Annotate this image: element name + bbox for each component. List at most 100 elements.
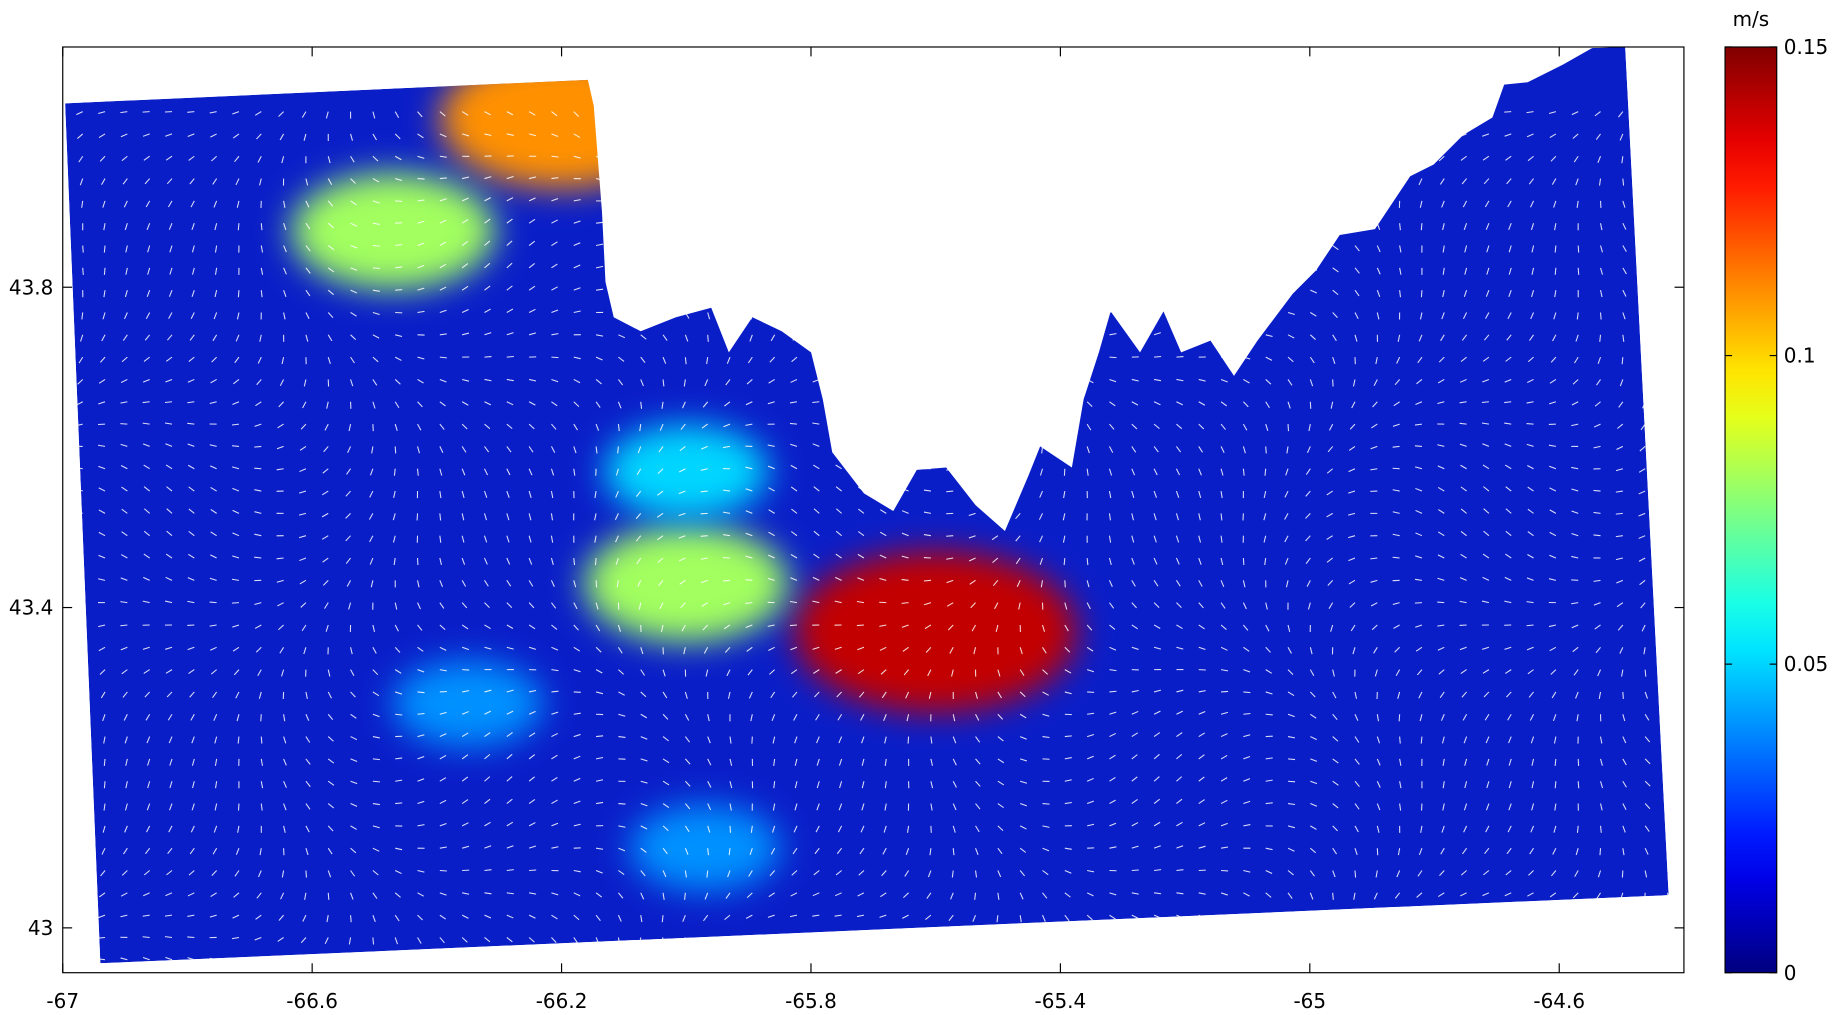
current-arrow <box>1372 937 1378 941</box>
current-arrow <box>618 960 619 967</box>
current-arrow <box>1221 937 1226 942</box>
current-arrow <box>1287 960 1288 967</box>
current-arrow <box>373 268 380 269</box>
current-arrow <box>1394 915 1400 919</box>
current-arrow <box>395 290 402 291</box>
current-arrow <box>1665 937 1667 944</box>
current-arrow <box>1482 937 1489 938</box>
current-arrow <box>908 737 909 744</box>
current-arrow <box>1309 937 1310 944</box>
current-arrow <box>1527 424 1534 425</box>
current-arrow <box>1644 379 1645 386</box>
y-tick-label: 43.8 <box>9 275 53 299</box>
current-arrow <box>1266 960 1267 967</box>
current-arrow <box>1109 357 1116 358</box>
current-arrow <box>1645 179 1648 186</box>
current-arrow <box>995 937 998 944</box>
current-arrow <box>1662 491 1667 496</box>
current-arrow <box>701 491 708 492</box>
speed-hotspot <box>291 173 495 290</box>
current-arrow <box>1373 915 1378 920</box>
current-arrow <box>1109 960 1112 966</box>
current-arrow <box>395 714 402 715</box>
current-arrow <box>328 893 329 900</box>
current-arrow <box>1265 469 1266 476</box>
current-arrow <box>1199 937 1204 942</box>
current-arrow <box>1622 357 1623 364</box>
current-arrow <box>1667 871 1670 877</box>
current-arrow <box>701 960 707 963</box>
current-arrow <box>724 937 730 940</box>
current-arrow <box>77 915 83 919</box>
current-arrow <box>254 960 261 961</box>
x-tick-label: -65.8 <box>785 989 837 1013</box>
current-arrow <box>1355 871 1356 878</box>
current-arrow <box>946 536 953 537</box>
current-arrow <box>1667 246 1673 249</box>
current-arrow <box>440 513 441 520</box>
current-arrow <box>790 423 797 424</box>
current-arrow <box>768 959 775 960</box>
current-arrow <box>1664 446 1668 452</box>
current-arrow <box>1527 625 1534 626</box>
current-arrow <box>1645 201 1649 207</box>
x-tick-label: -66.6 <box>286 989 338 1013</box>
current-arrow <box>1623 179 1624 186</box>
current-arrow <box>1593 490 1600 491</box>
current-arrow <box>143 112 150 113</box>
current-arrow <box>1667 201 1672 206</box>
current-arrow <box>596 580 597 587</box>
current-arrow <box>1643 915 1645 922</box>
current-arrow <box>1662 536 1668 540</box>
current-arrow <box>1667 335 1671 341</box>
current-arrow <box>1667 379 1668 386</box>
speed-hotspot <box>392 660 543 746</box>
current-arrow <box>1154 960 1158 966</box>
current-arrow <box>143 937 150 938</box>
current-arrow <box>1667 737 1673 741</box>
current-arrow <box>924 937 930 940</box>
current-arrow <box>1415 446 1422 447</box>
current-arrow <box>790 958 797 960</box>
current-arrow <box>879 959 886 960</box>
current-arrow <box>1154 937 1160 941</box>
current-arrow <box>1667 179 1671 185</box>
current-arrow <box>1132 870 1139 871</box>
current-arrow <box>1087 960 1089 967</box>
colorbar-tick-label: 0.1 <box>1784 344 1816 368</box>
current-arrow <box>1460 958 1467 960</box>
x-tick-label: -65 <box>1293 989 1326 1013</box>
current-arrow <box>79 871 82 877</box>
current-arrow <box>574 960 576 967</box>
current-arrow <box>1527 915 1534 917</box>
current-arrow <box>440 357 447 358</box>
y-tick-label: 43 <box>28 916 53 940</box>
current-arrow <box>948 937 954 941</box>
current-arrow <box>104 781 105 788</box>
current-arrow <box>1665 424 1667 431</box>
current-arrow <box>1527 958 1534 960</box>
current-arrow <box>1645 246 1650 251</box>
speed-hotspot <box>584 525 788 642</box>
current-arrow <box>165 402 172 403</box>
current-arrow <box>83 781 84 788</box>
current-arrow <box>76 534 83 536</box>
current-arrow <box>1549 959 1556 960</box>
current-arrow <box>76 625 82 628</box>
current-arrow <box>971 937 975 943</box>
current-arrow <box>373 781 380 782</box>
current-arrow <box>1549 915 1556 917</box>
current-arrow <box>1667 804 1673 808</box>
current-arrow <box>82 714 83 721</box>
current-arrow <box>1018 960 1020 967</box>
current-arrow <box>1438 915 1445 917</box>
current-arrow <box>1667 670 1669 677</box>
current-arrow <box>1154 357 1161 358</box>
current-arrow <box>1663 469 1668 474</box>
current-arrow <box>1578 781 1579 788</box>
current-arrow <box>1667 156 1670 162</box>
current-arrow <box>701 536 708 537</box>
current-arrow <box>659 960 663 966</box>
current-arrow <box>1618 937 1623 942</box>
current-arrow <box>238 223 239 230</box>
